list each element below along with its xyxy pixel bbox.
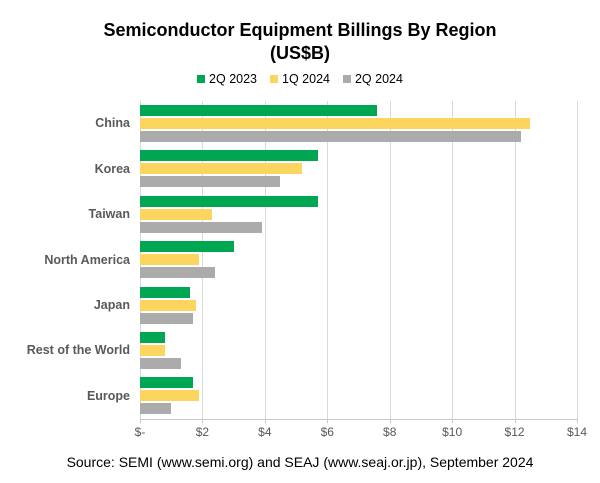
chart-rows: China Korea Taiwan North America Japan Rest o… [0,101,600,419]
bar-1q-2024 [140,254,200,266]
chart-row: Taiwan [0,192,600,237]
legend-item-1q-2024: 1Q 2024 [270,72,330,86]
bar-chart: China Korea Taiwan North America Japan Rest o… [0,100,600,441]
chart-row: China [0,101,600,146]
x-tick-mark [327,418,329,423]
x-tick-label: $12 [504,424,525,439]
bar-2q-2023 [140,241,234,253]
x-tick-mark [577,418,578,423]
bar-2q-2023 [140,150,318,162]
x-tick-label: $14 [566,424,588,439]
gridline [327,100,329,419]
gridline [202,100,204,419]
x-tick-label: $2 [195,424,210,439]
bar-2q-2023 [140,195,318,207]
x-tick-mark [452,418,454,423]
chart-row: Europe [0,373,600,418]
bar-2q-2024 [140,130,521,142]
bar-2q-2024 [140,221,262,233]
bar-1q-2024 [140,163,303,175]
bars-group [140,241,577,279]
x-tick-label: $6 [320,424,334,439]
chart-row: Korea [0,146,600,191]
chart-title-line2: (US$B) [269,43,330,64]
bars-group [140,331,577,369]
legend-label: 2Q 2024 [354,71,403,86]
bar-1q-2024 [140,344,165,356]
category-label: China [95,116,130,131]
x-tick-mark [389,418,391,423]
category-label: Europe [86,388,130,403]
legend: 2Q 2023 1Q 2024 2Q 2024 [0,72,600,86]
x-tick-mark [202,418,204,423]
bars-group [140,377,577,415]
legend-item-2q-2023: 2Q 2023 [197,72,257,86]
bar-2q-2024 [140,357,181,369]
source-note: Source: SEMI (www.semi.org) and SEAJ (ww… [66,453,534,470]
gridline [452,100,454,419]
legend-label: 1Q 2024 [282,71,330,86]
bar-1q-2024 [140,390,200,402]
bar-1q-2024 [140,299,197,311]
legend-swatch-gray-icon [342,74,351,83]
legend-label: 2Q 2023 [209,71,258,86]
bar-1q-2024 [140,208,212,220]
category-label: Japan [93,298,130,313]
x-tick-mark [264,418,266,423]
bar-2q-2024 [140,176,281,188]
chart-page: Semiconductor Equipment Billings By Regi… [0,19,600,483]
x-tick-label: $8 [383,424,397,439]
category-label: Rest of the World [26,343,130,358]
bars-group [140,195,577,233]
gridline [389,100,391,419]
legend-swatch-gold-icon [270,74,279,83]
legend-item-2q-2024: 2Q 2024 [342,71,403,86]
gridline [264,100,266,419]
x-tick-mark [514,418,516,423]
x-tick-mark [140,418,141,423]
chart-title: Semiconductor Equipment Billings By Regi… [0,19,600,66]
bars-group [140,286,577,324]
bar-2q-2023 [140,104,378,116]
bar-2q-2023 [140,331,165,343]
bars-group [140,150,577,188]
x-tick-label: $- [134,424,146,439]
chart-row: Rest of the World [0,328,600,373]
gridline [514,100,516,419]
chart-row: North America [0,237,600,282]
category-label: Korea [94,161,130,176]
x-tick-label: $10 [442,424,463,439]
x-tick-label: $4 [258,424,272,439]
bar-2q-2023 [140,286,190,298]
bar-2q-2024 [140,403,172,415]
bar-1q-2024 [140,117,531,129]
legend-swatch-green-icon [197,74,206,83]
bar-2q-2024 [140,267,215,279]
bar-2q-2023 [140,377,194,389]
category-label: North America [44,252,130,267]
gridline [577,100,578,419]
x-axis: $- $2 $4 $6 $8 $10 $12 $14 [135,418,587,441]
chart-title-line1: Semiconductor Equipment Billings By Regi… [103,20,497,40]
bar-2q-2024 [140,312,194,324]
bars-group [140,104,577,142]
category-label: Taiwan [88,207,130,222]
chart-row: Japan [0,282,600,327]
